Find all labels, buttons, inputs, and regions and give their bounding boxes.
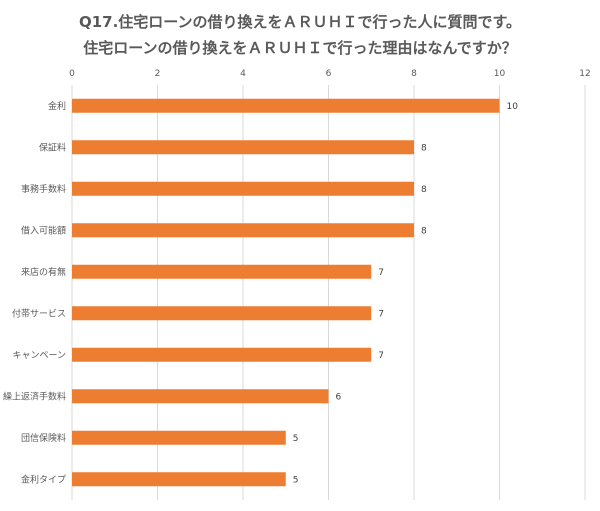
bar [72,223,414,238]
data-label: 7 [378,268,384,278]
data-label: 7 [378,351,384,361]
bar [72,472,286,487]
category-label: 保証料 [39,141,66,153]
x-tick-label: 2 [155,69,161,79]
bar [72,306,372,321]
category-label: 金利タイプ [21,473,66,485]
chart-subtitle: 住宅ローンの借り換えをＡＲＵＨＩで行った理由はなんですか？ [83,39,517,57]
data-label: 8 [421,185,427,195]
data-label: 7 [378,309,384,319]
bar [72,264,372,279]
x-tick-label: 10 [494,69,506,79]
data-label: 6 [336,392,342,402]
data-label: 8 [421,226,427,236]
category-label: 付帯サービス [12,307,66,319]
category-label: 繰上返済手数料 [3,390,66,402]
data-label: 5 [293,475,299,485]
x-tick-label: 4 [240,69,246,79]
category-label: 事務手数料 [21,183,66,195]
bar [72,98,500,113]
bar [72,347,372,362]
category-label: 団信保険料 [21,432,66,444]
bar [72,430,286,445]
data-label: 10 [507,102,519,112]
bar [72,181,414,196]
x-tick-label: 8 [411,69,417,79]
bar [72,389,329,404]
x-tick-label: 12 [579,69,590,79]
chart-title: Q17.住宅ローンの借り換えをＡＲＵＨＩで行った人に質問です。 [78,13,522,31]
category-label: 来店の有無 [21,266,66,278]
x-tick-label: 0 [69,69,75,79]
category-label: キャンペーン [12,351,66,361]
category-label: 金利 [48,100,66,112]
data-label: 5 [293,434,299,444]
category-label: 借入可能額 [21,224,66,236]
bar [72,140,414,155]
data-label: 8 [421,143,427,153]
x-tick-label: 6 [326,69,332,79]
